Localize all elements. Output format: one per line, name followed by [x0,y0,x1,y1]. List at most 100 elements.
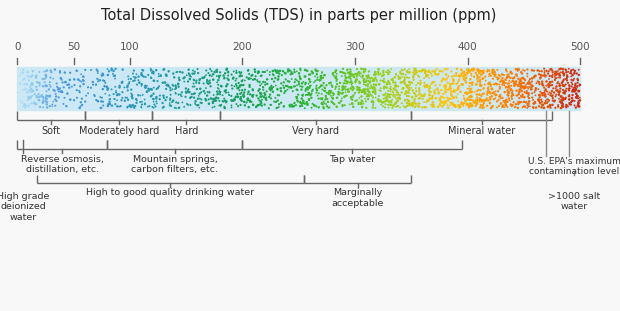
Point [421,74,431,79]
Point [219,73,229,78]
Point [228,98,238,103]
Point [413,73,423,78]
Point [206,96,216,101]
Point [383,105,393,110]
Point [351,79,361,84]
Point [537,79,547,84]
Point [355,85,365,90]
Point [92,68,102,73]
Point [148,69,157,74]
Point [403,98,413,103]
Point [479,101,489,106]
Point [311,90,321,95]
Point [363,76,373,81]
Point [343,89,353,94]
Point [404,91,414,96]
Point [110,66,120,71]
Point [440,99,450,104]
Point [516,77,526,82]
Point [405,79,415,84]
Point [501,67,511,72]
Point [426,71,436,76]
Point [516,88,526,93]
Point [517,89,527,94]
Point [193,93,203,98]
Point [324,91,334,96]
Point [364,69,374,74]
Point [260,82,270,87]
Point [376,78,386,83]
Point [216,103,226,108]
Point [495,92,505,97]
Point [427,80,437,85]
Point [539,105,549,110]
Point [456,100,466,105]
Point [166,96,175,101]
Point [112,93,122,98]
Point [354,90,364,95]
Point [83,91,93,96]
Point [558,69,568,74]
Point [324,89,334,94]
Point [304,92,314,97]
Point [265,72,275,77]
Point [392,84,402,89]
Point [319,81,329,86]
Point [501,102,511,107]
Point [231,68,241,73]
Point [199,89,209,94]
Point [347,81,357,86]
Point [559,73,569,78]
Point [370,72,379,77]
Point [285,103,294,108]
Point [360,90,370,95]
Point [330,86,340,91]
Point [463,91,473,95]
Point [202,77,212,82]
Point [223,90,233,95]
Point [547,79,557,84]
Point [131,72,141,77]
Point [188,71,198,76]
Point [446,89,456,94]
Point [419,76,429,81]
Point [479,105,489,110]
Point [215,92,225,97]
Point [422,82,432,87]
Point [192,78,202,83]
Point [91,82,101,87]
Point [567,80,577,85]
Point [32,80,42,85]
Point [347,72,356,77]
Point [567,84,577,89]
Point [52,84,62,89]
Point [271,68,281,73]
Point [379,86,389,91]
Point [421,68,431,73]
Point [547,68,557,73]
Point [479,100,489,105]
Point [524,78,534,83]
Point [105,97,115,102]
Point [312,88,322,93]
Point [58,80,68,85]
Point [356,74,366,79]
Point [346,79,356,84]
Point [476,68,485,73]
Point [242,75,252,80]
Point [419,94,429,99]
Point [247,72,257,77]
Point [168,83,178,88]
Point [212,89,222,94]
Point [151,68,161,73]
Point [332,72,342,77]
Point [397,74,407,79]
Point [269,99,279,104]
Point [160,80,170,85]
Point [328,96,338,101]
Point [475,98,485,103]
Point [238,93,248,98]
Point [16,81,25,86]
Point [328,71,338,76]
Point [567,99,577,104]
